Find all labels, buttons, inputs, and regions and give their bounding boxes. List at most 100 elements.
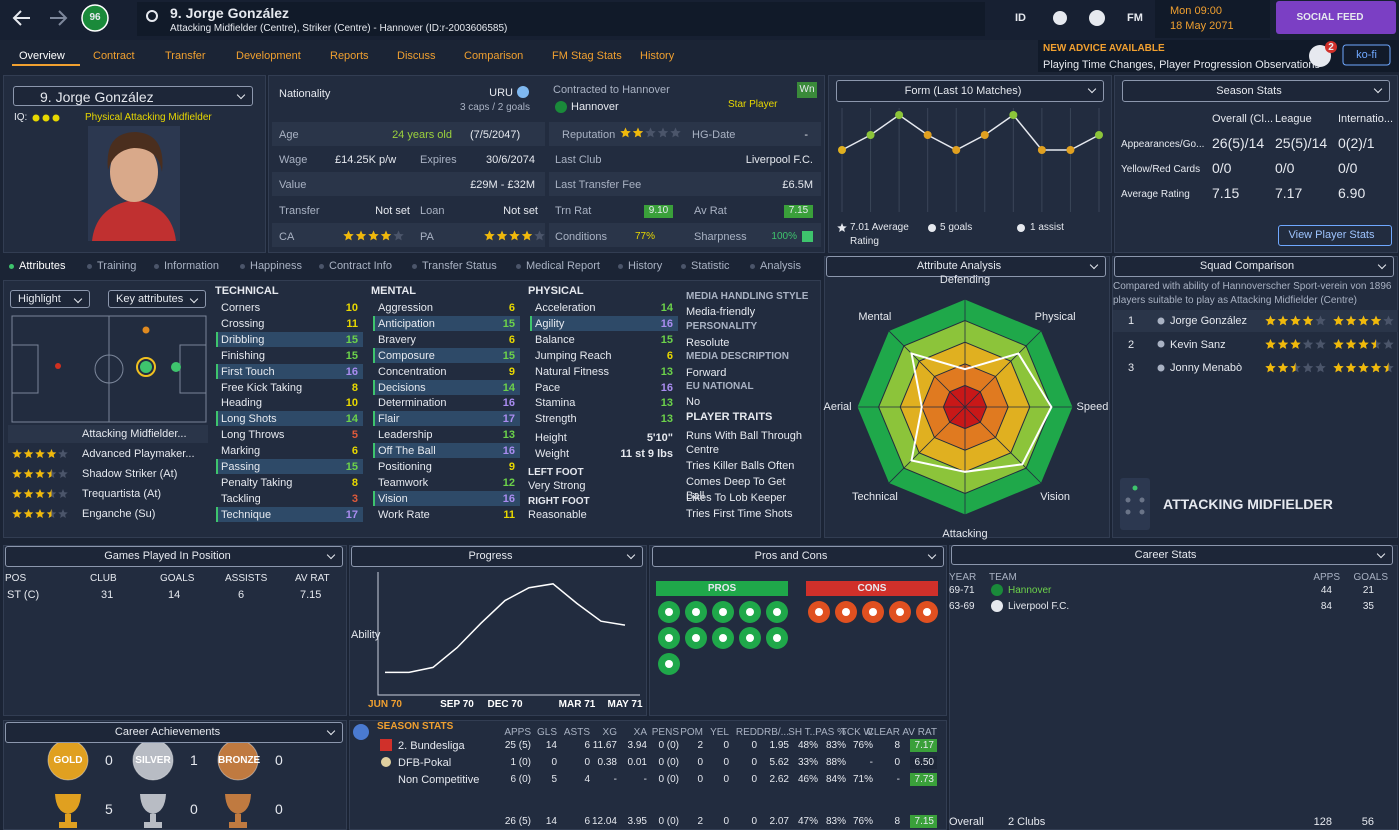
role-name[interactable]: Enganche (Su) xyxy=(82,508,156,520)
search-box[interactable] xyxy=(137,2,985,36)
career-cell: 21 xyxy=(1362,585,1374,596)
attribute-value: 13 xyxy=(660,397,673,410)
nav-tab[interactable]: History xyxy=(640,50,675,62)
stats-column: GLS xyxy=(536,727,557,738)
label: CA xyxy=(279,231,295,243)
career-cell: 128 xyxy=(1313,816,1332,828)
games-title-box[interactable] xyxy=(5,546,343,567)
medal-count: 1 xyxy=(190,752,198,768)
con-icon-inner xyxy=(869,608,877,616)
key-attributes-dropdown[interactable] xyxy=(108,290,206,308)
social-feed-button[interactable] xyxy=(1276,1,1396,34)
stats-cell: - xyxy=(613,774,617,785)
squad-title: Squad Comparison xyxy=(1199,260,1295,272)
achievements-title-box[interactable] xyxy=(5,722,343,743)
stats-cell: 8 xyxy=(894,816,900,827)
sub-tab[interactable]: History xyxy=(628,260,663,272)
stats-cell: - xyxy=(896,774,900,785)
nav-tab[interactable]: Contract xyxy=(93,50,135,62)
tab-dot xyxy=(240,264,245,269)
stats-column: TCK W xyxy=(840,727,873,738)
stats-cell: 83% xyxy=(825,816,846,827)
nav-tab[interactable]: FM Stag Stats xyxy=(552,50,622,62)
star-filled xyxy=(355,230,367,241)
progress-title-box[interactable] xyxy=(351,546,643,567)
radar-axis-label: Speed xyxy=(1076,401,1109,413)
sub-tab[interactable]: Contract Info xyxy=(329,260,392,272)
sub-tab[interactable]: Statistic xyxy=(691,260,730,272)
pros-title-box[interactable] xyxy=(652,546,944,567)
nav-tab[interactable]: Development xyxy=(236,50,301,62)
competition: Non Competitive xyxy=(398,774,480,786)
sub-tab-active[interactable]: Attributes xyxy=(19,260,66,272)
sub-tab[interactable]: Information xyxy=(164,260,220,272)
nav-tab-active[interactable]: Overview xyxy=(19,50,65,62)
highlight-dropdown[interactable] xyxy=(10,290,90,308)
career-cell: Overall xyxy=(949,816,984,828)
star xyxy=(58,449,68,458)
sub-tab[interactable]: Training xyxy=(97,260,137,272)
role-name[interactable]: Trequartista (At) xyxy=(82,488,162,500)
star-rating xyxy=(1333,362,1394,373)
stats-column: PENS xyxy=(651,727,679,738)
view-stats-label[interactable]: View Player Stats xyxy=(1288,229,1375,241)
loan: Not set xyxy=(503,205,538,217)
attribute-value: 16 xyxy=(502,492,515,505)
name-dropdown[interactable] xyxy=(13,86,253,106)
sub-tab[interactable]: Analysis xyxy=(760,260,801,272)
attribute-value: 15 xyxy=(345,349,358,362)
fm-button[interactable]: FM xyxy=(1127,12,1143,24)
player-name: Kevin Sanz xyxy=(1170,338,1226,351)
sub-tab[interactable]: Transfer Status xyxy=(422,260,497,272)
panel xyxy=(349,720,947,830)
nav-tab[interactable]: Discuss xyxy=(397,50,436,62)
stats-cell: 1.95 xyxy=(769,740,789,751)
role-name[interactable]: Shadow Striker (At) xyxy=(82,468,178,480)
panel xyxy=(1114,75,1398,253)
trn-box xyxy=(644,205,673,218)
career-title-box[interactable] xyxy=(951,545,1393,565)
star-half xyxy=(1290,362,1296,373)
season-value: 0(2)/1 xyxy=(1338,135,1375,151)
stats-cell: 14 xyxy=(545,740,557,751)
stats-cell: 25 (5) xyxy=(504,740,531,751)
stats-column: DRB/... xyxy=(756,727,789,738)
nav-tab[interactable]: Transfer xyxy=(165,50,206,62)
trophy-count: 0 xyxy=(275,801,283,817)
panel xyxy=(1112,256,1398,538)
stats-cell: - xyxy=(869,757,873,768)
player-trait: Likes To Lob Keeper xyxy=(686,492,787,504)
view-stats-button[interactable] xyxy=(1278,225,1392,246)
games-cell: 14 xyxy=(168,589,181,601)
form-title-box[interactable] xyxy=(836,80,1104,102)
season-stats-title[interactable]: SEASON STATS xyxy=(377,721,454,732)
star-filled xyxy=(1277,315,1289,326)
nav-tab[interactable]: Comparison xyxy=(464,50,524,62)
season-title-box[interactable] xyxy=(1122,80,1390,102)
id-button[interactable]: ID xyxy=(1015,12,1026,24)
fee: £6.5M xyxy=(782,179,813,191)
career-column: APPS xyxy=(1313,572,1340,583)
form-line xyxy=(841,113,1100,151)
analysis-title-box[interactable] xyxy=(826,256,1106,277)
attribute-value: 8 xyxy=(351,381,358,394)
games-cell: ST (C) xyxy=(7,589,40,601)
role-name[interactable]: Advanced Playmaker... xyxy=(82,448,195,460)
sub-tab[interactable]: Medical Report xyxy=(526,260,600,272)
stats-column: APPS xyxy=(504,727,531,738)
label: Nationality xyxy=(279,88,331,100)
stats-column: SH T... xyxy=(788,727,818,738)
role-name[interactable]: Attacking Midfielder... xyxy=(82,428,187,440)
attribute-value: 6 xyxy=(351,445,358,458)
attribute-name: Vision xyxy=(378,492,408,505)
stats-cell: 0 xyxy=(751,740,757,751)
attribute-value: 15 xyxy=(345,461,358,473)
nav-tab[interactable]: Reports xyxy=(330,50,369,62)
form-goals: 5 goals xyxy=(940,222,973,233)
stats-cell: 0 xyxy=(751,774,757,785)
sub-tab[interactable]: Happiness xyxy=(250,260,302,272)
social-feed-label[interactable]: SOCIAL FEED xyxy=(1296,12,1364,23)
stats-cell: 0 (0) xyxy=(658,774,679,785)
stats-column: POM xyxy=(680,727,703,738)
squad-title-box[interactable] xyxy=(1114,256,1394,277)
